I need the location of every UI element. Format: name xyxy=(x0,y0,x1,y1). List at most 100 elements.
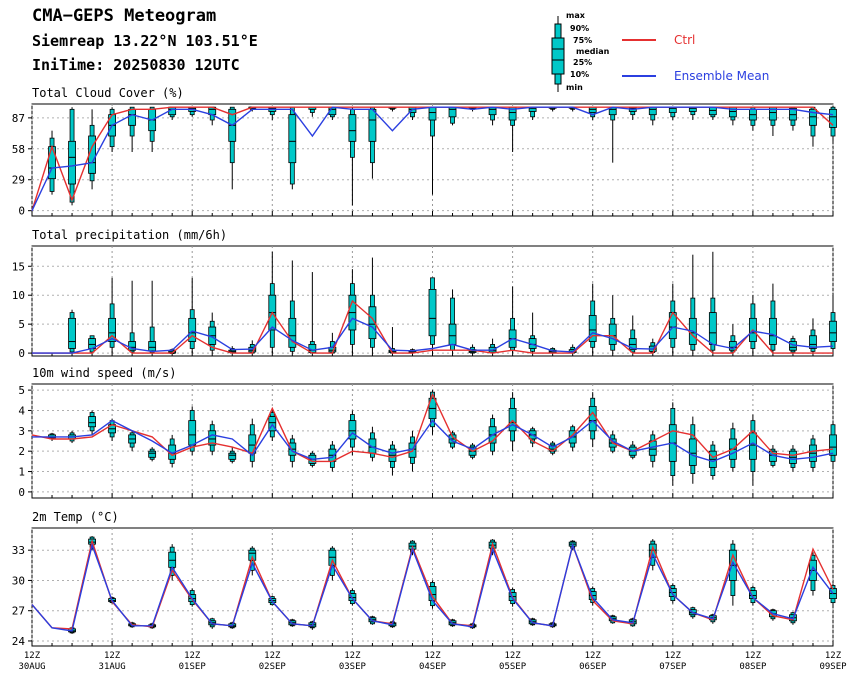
box-p75-p90 xyxy=(390,444,395,450)
box-p10-p25 xyxy=(49,178,55,192)
ensemble-box xyxy=(288,106,297,190)
x-tick-label-hour: 12Z xyxy=(264,651,281,661)
y-tick-label: 1 xyxy=(18,466,25,479)
box-p10-p25 xyxy=(610,446,616,452)
x-tick-label-hour: 12Z xyxy=(424,651,441,661)
box-p75-p90 xyxy=(289,438,295,444)
ensemble-box xyxy=(749,414,757,486)
box-p75-p90 xyxy=(269,283,275,296)
ensemble-box xyxy=(288,260,297,354)
box-p10-p25 xyxy=(149,130,155,142)
ensemble-box xyxy=(548,441,557,456)
box-p10-p25 xyxy=(750,341,756,349)
y-tick-label: 27 xyxy=(12,605,25,618)
panel-title: 2m Temp (°C) xyxy=(32,510,119,524)
ensemble-box xyxy=(668,106,677,120)
ensemble-box xyxy=(388,441,397,476)
box-iqr xyxy=(809,108,817,126)
ensemble-box xyxy=(829,295,837,354)
box-p10-p25 xyxy=(510,430,516,442)
x-tick-label-date: 02SEP xyxy=(259,662,287,672)
ensemble-box xyxy=(749,585,757,606)
box-p10-p25 xyxy=(129,442,135,448)
box-p10-p25 xyxy=(530,111,536,118)
box-p10-p25 xyxy=(129,124,135,137)
box-p75-p90 xyxy=(329,444,335,450)
box-iqr xyxy=(588,315,597,342)
mean-series-line xyxy=(31,106,834,211)
y-tick-label: 33 xyxy=(12,544,25,557)
ctrl-series-line xyxy=(32,299,833,354)
box-p75-p90 xyxy=(590,397,596,407)
y-tick-label: 29 xyxy=(12,174,25,187)
box-p10-p25 xyxy=(670,338,676,348)
panel-3: 2m Temp (°C) 24 27 30 33 xyxy=(12,510,837,648)
box-p75-p90 xyxy=(89,124,95,137)
ensemble-box xyxy=(368,106,377,179)
ensemble-box xyxy=(308,106,317,117)
box-p10-p25 xyxy=(830,598,836,604)
box-iqr xyxy=(448,106,457,118)
box-p75-p90 xyxy=(189,309,195,319)
box-p10-p25 xyxy=(790,462,796,468)
ensemble-box xyxy=(228,447,237,464)
box-p75-p90 xyxy=(730,428,736,440)
box-iqr xyxy=(708,106,717,116)
box-p75-p90 xyxy=(710,444,716,452)
box-p10-p25 xyxy=(390,460,395,468)
box-p75-p90 xyxy=(830,312,836,322)
ensemble-box xyxy=(228,106,237,190)
box-iqr xyxy=(488,106,497,116)
box-p10-p25 xyxy=(490,114,495,121)
legend-median-label: median xyxy=(576,47,610,56)
box-p10-p25 xyxy=(690,111,696,116)
ensemble-box xyxy=(428,390,437,435)
box-p10-p25 xyxy=(269,329,275,348)
box-p75-p90 xyxy=(149,326,155,342)
box-iqr xyxy=(428,289,437,337)
box-iqr xyxy=(829,320,837,342)
ensemble-box xyxy=(769,106,777,136)
box-p75-p90 xyxy=(430,582,435,587)
legend-max-label: max xyxy=(566,11,585,20)
ensemble-box xyxy=(728,324,737,354)
box-p10-p25 xyxy=(209,444,215,452)
x-tick-label-hour: 12Z xyxy=(745,651,762,661)
y-tick-label: 5 xyxy=(18,318,25,331)
y-tick-label: 58 xyxy=(12,143,25,156)
ensemble-box xyxy=(428,106,437,195)
mean-series-line xyxy=(32,419,834,463)
panel-1: Total precipitation (mm/6h) 0 5 10 15 xyxy=(12,228,837,360)
box-p10-p25 xyxy=(109,135,115,148)
box-p75-p90 xyxy=(650,540,656,545)
ensemble-box xyxy=(488,106,497,126)
box-p75-p90 xyxy=(490,344,495,348)
box-p75-p90 xyxy=(349,590,355,594)
box-p10-p25 xyxy=(810,348,816,352)
box-p10-p25 xyxy=(169,458,175,464)
ensemble-box xyxy=(208,420,217,456)
ensemble-box xyxy=(508,106,517,152)
x-tick-label-hour: 12Z xyxy=(665,651,682,661)
box-iqr xyxy=(168,551,177,568)
box-p10-p25 xyxy=(810,124,816,137)
box-p10-p25 xyxy=(189,111,195,116)
box-iqr xyxy=(68,140,76,185)
box-p75-p90 xyxy=(89,412,95,417)
panel-0: Total Cloud Cover (%) 0 29 58 87 xyxy=(12,86,837,218)
box-iqr xyxy=(648,106,657,116)
box-p75-p90 xyxy=(510,397,516,409)
ensemble-box xyxy=(829,583,837,606)
box-p10-p25 xyxy=(670,112,676,118)
box-p75-p90 xyxy=(810,329,816,337)
box-iqr xyxy=(248,549,257,561)
box-p10-p25 xyxy=(770,119,776,126)
box-p75-p90 xyxy=(490,418,495,428)
ensemble-box xyxy=(68,107,76,206)
box-iqr xyxy=(608,323,617,345)
box-iqr xyxy=(708,312,717,345)
x-tick-label-date: 08SEP xyxy=(739,662,767,672)
ensemble-box xyxy=(188,277,197,354)
y-tick-label: 3 xyxy=(18,425,25,438)
